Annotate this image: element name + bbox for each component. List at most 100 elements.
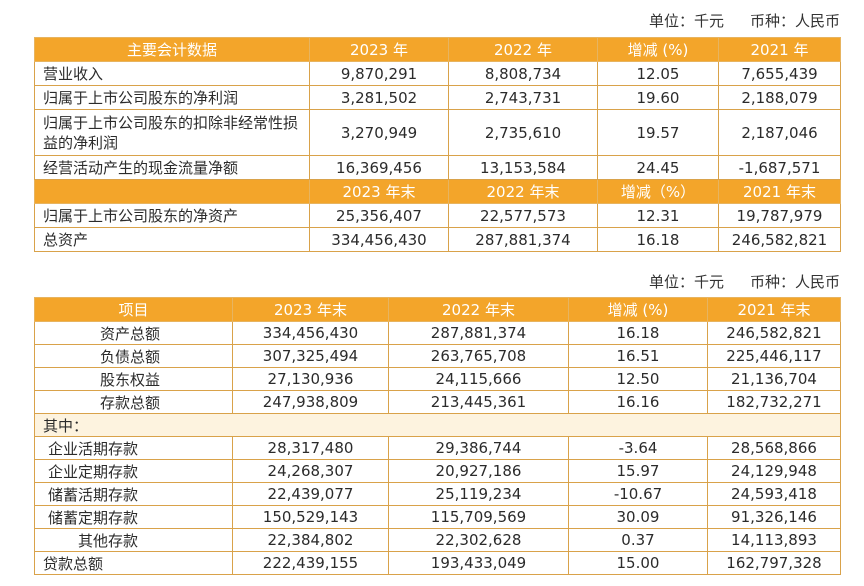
unit-label: 单位：千元 — [648, 12, 724, 30]
row-label: 资产总额 — [34, 321, 233, 345]
cell-value: 7,655,439 — [718, 61, 841, 86]
row-label: 归属于上市公司股东的净资产 — [34, 203, 310, 228]
cell-value: 8,808,734 — [448, 61, 598, 86]
header-cell: 2021 年末 — [718, 179, 841, 204]
cell-value: 16.51 — [568, 344, 708, 368]
row-label: 企业定期存款 — [34, 459, 233, 483]
row-label: 负债总额 — [34, 344, 233, 368]
cell-value: 246,582,821 — [718, 227, 841, 252]
header-cell: 2022 年末 — [388, 297, 569, 322]
cell-value: 25,356,407 — [309, 203, 449, 228]
header-cell: 主要会计数据 — [34, 37, 310, 62]
cell-value: 334,456,430 — [309, 227, 449, 252]
cell-value: 0.37 — [568, 528, 708, 552]
row-label: 归属于上市公司股东的扣除非经常性损益的净利润 — [34, 109, 310, 156]
cell-value: 3,281,502 — [309, 85, 449, 110]
cell-value: -3.64 — [568, 436, 708, 460]
cell-value: 16.16 — [568, 390, 708, 414]
cell-value: -1,687,571 — [718, 155, 841, 180]
cell-value: 14,113,893 — [707, 528, 841, 552]
cell-value: 182,732,271 — [707, 390, 841, 414]
balance-table: 项目 2023 年末 2022 年末 增减 (%) 2021 年末 资产总额 3… — [34, 297, 841, 575]
note-row: 其中： — [34, 413, 841, 437]
cell-value: 19.57 — [597, 109, 719, 156]
header-cell: 增减 (%) — [597, 37, 719, 62]
note-label: 其中： — [34, 413, 841, 437]
header-cell: 增减（%） — [597, 179, 719, 204]
cell-value: 287,881,374 — [448, 227, 598, 252]
table-row: 贷款总额 222,439,155 193,433,049 15.00 162,7… — [34, 551, 841, 575]
header-cell: 2022 年 — [448, 37, 598, 62]
row-label: 股东权益 — [34, 367, 233, 391]
cell-value: 287,881,374 — [388, 321, 569, 345]
cell-value: 247,938,809 — [232, 390, 389, 414]
cell-value: 307,325,494 — [232, 344, 389, 368]
cell-value: 150,529,143 — [232, 505, 389, 529]
cell-value: 12.50 — [568, 367, 708, 391]
table-row: 企业活期存款 28,317,480 29,386,744 -3.64 28,56… — [34, 436, 841, 460]
cell-value: 213,445,361 — [388, 390, 569, 414]
table-header: 主要会计数据 2023 年 2022 年 增减 (%) 2021 年 — [34, 37, 841, 62]
cell-value: 25,119,234 — [388, 482, 569, 506]
table-subheader: 2023 年末 2022 年末 增减（%） 2021 年末 — [34, 179, 841, 204]
cell-value: 9,870,291 — [309, 61, 449, 86]
table-row: 储蓄定期存款 150,529,143 115,709,569 30.09 91,… — [34, 505, 841, 529]
cell-value: -10.67 — [568, 482, 708, 506]
cell-value: 20,927,186 — [388, 459, 569, 483]
cell-value: 29,386,744 — [388, 436, 569, 460]
cell-value: 22,439,077 — [232, 482, 389, 506]
row-label: 储蓄定期存款 — [34, 505, 233, 529]
table-row: 资产总额 334,456,430 287,881,374 16.18 246,5… — [34, 321, 841, 345]
table-row: 归属于上市公司股东的净利润 3,281,502 2,743,731 19.60 … — [34, 85, 841, 110]
cell-value: 16,369,456 — [309, 155, 449, 180]
header-cell: 2021 年末 — [707, 297, 841, 322]
header-cell: 2023 年 — [309, 37, 449, 62]
row-label: 其他存款 — [34, 528, 233, 552]
currency-label: 币种：人民币 — [749, 12, 840, 30]
cell-value: 225,446,117 — [707, 344, 841, 368]
unit-line-2: 单位：千元 币种：人民币 — [34, 271, 840, 292]
cell-value: 19.60 — [597, 85, 719, 110]
cell-value: 21,136,704 — [707, 367, 841, 391]
table-row: 归属于上市公司股东的扣除非经常性损益的净利润 3,270,949 2,735,6… — [34, 109, 841, 156]
cell-value: 13,153,584 — [448, 155, 598, 180]
table-row: 其他存款 22,384,802 22,302,628 0.37 14,113,8… — [34, 528, 841, 552]
cell-value: 22,384,802 — [232, 528, 389, 552]
cell-value: 193,433,049 — [388, 551, 569, 575]
cell-value: 22,577,573 — [448, 203, 598, 228]
unit-line-1: 单位：千元 币种：人民币 — [34, 10, 840, 31]
cell-value: 263,765,708 — [388, 344, 569, 368]
table-row: 总资产 334,456,430 287,881,374 16.18 246,58… — [34, 227, 841, 252]
table-row: 归属于上市公司股东的净资产 25,356,407 22,577,573 12.3… — [34, 203, 841, 228]
currency-label: 币种：人民币 — [749, 273, 840, 291]
cell-value: 15.00 — [568, 551, 708, 575]
header-cell: 2023 年末 — [232, 297, 389, 322]
cell-value: 2,735,610 — [448, 109, 598, 156]
table-row: 营业收入 9,870,291 8,808,734 12.05 7,655,439 — [34, 61, 841, 86]
row-label: 归属于上市公司股东的净利润 — [34, 85, 310, 110]
row-label: 营业收入 — [34, 61, 310, 86]
cell-value: 162,797,328 — [707, 551, 841, 575]
cell-value: 222,439,155 — [232, 551, 389, 575]
cell-value: 24,115,666 — [388, 367, 569, 391]
cell-value: 334,456,430 — [232, 321, 389, 345]
table-row: 存款总额 247,938,809 213,445,361 16.16 182,7… — [34, 390, 841, 414]
header-cell: 项目 — [34, 297, 233, 322]
header-cell: 2021 年 — [718, 37, 841, 62]
cell-value: 24,593,418 — [707, 482, 841, 506]
cell-value: 2,188,079 — [718, 85, 841, 110]
cell-value: 28,568,866 — [707, 436, 841, 460]
cell-value: 24,268,307 — [232, 459, 389, 483]
row-label: 存款总额 — [34, 390, 233, 414]
cell-value: 15.97 — [568, 459, 708, 483]
cell-value: 22,302,628 — [388, 528, 569, 552]
table-row: 经营活动产生的现金流量净额 16,369,456 13,153,584 24.4… — [34, 155, 841, 180]
cell-value: 2,187,046 — [718, 109, 841, 156]
row-label: 贷款总额 — [34, 551, 233, 575]
table-row: 股东权益 27,130,936 24,115,666 12.50 21,136,… — [34, 367, 841, 391]
cell-value: 28,317,480 — [232, 436, 389, 460]
table-row: 企业定期存款 24,268,307 20,927,186 15.97 24,12… — [34, 459, 841, 483]
row-label: 总资产 — [34, 227, 310, 252]
header-cell: 增减 (%) — [568, 297, 708, 322]
header-cell: 2023 年末 — [309, 179, 449, 204]
